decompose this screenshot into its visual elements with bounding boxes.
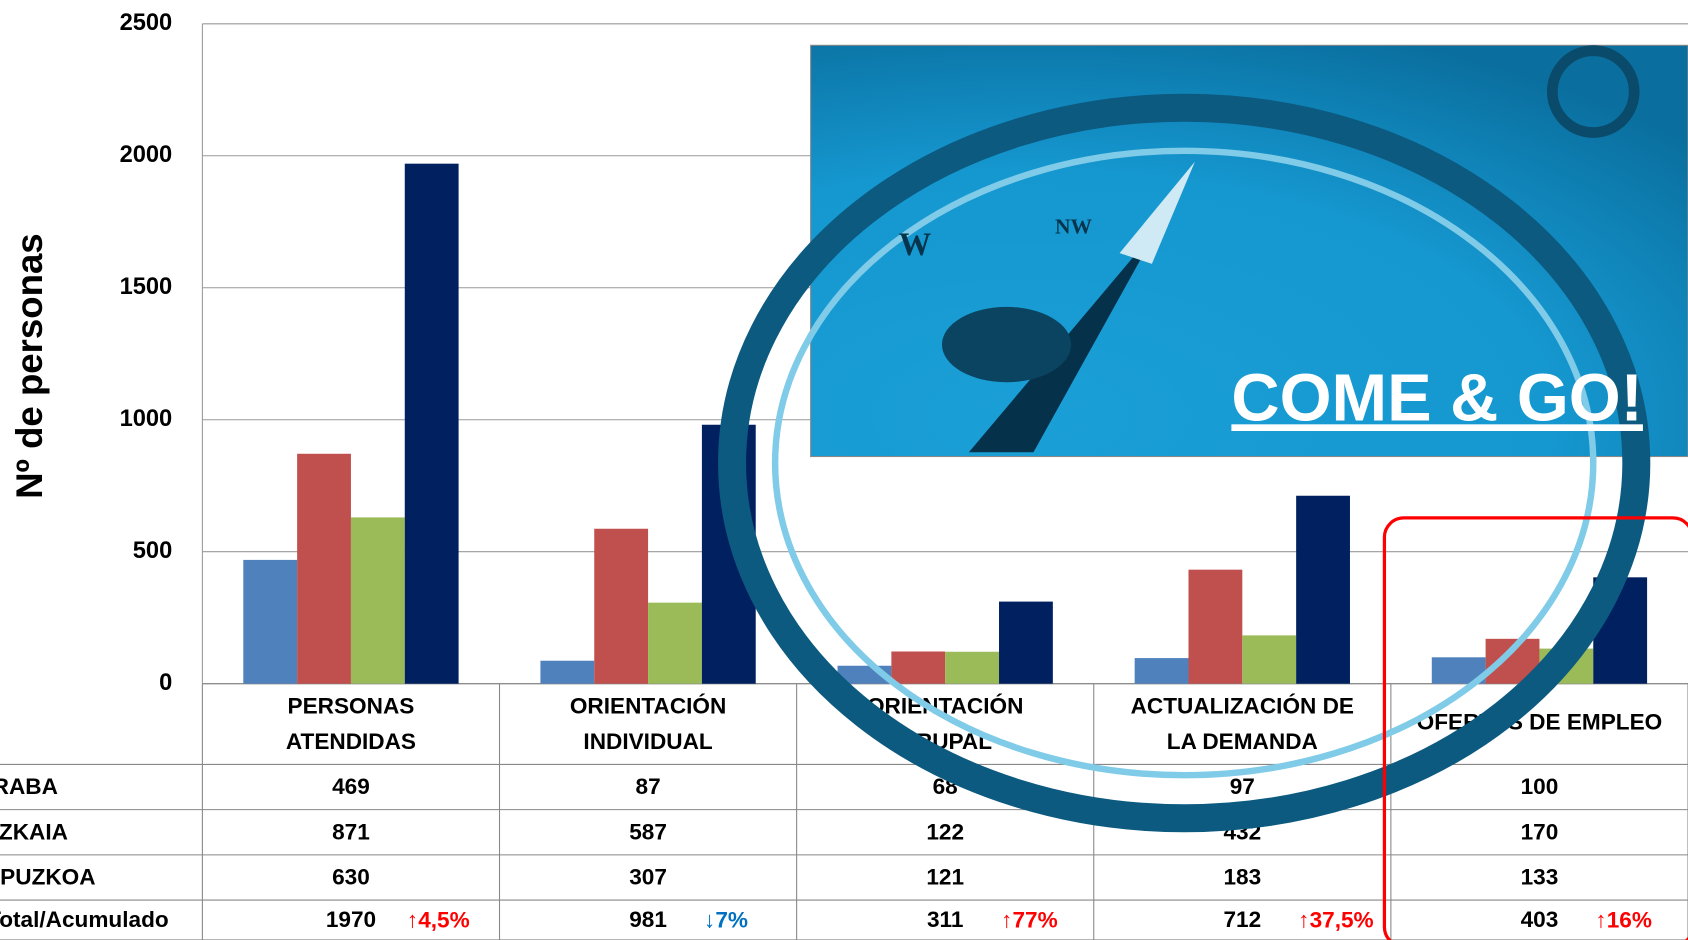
x-tick-label: OFERTAS DE EMPLEO xyxy=(1417,709,1663,734)
table-cell: 170 xyxy=(1521,819,1559,844)
change-label: ↑77% xyxy=(1001,908,1058,933)
table-cell: 133 xyxy=(1521,865,1559,890)
y-tick-label: 2000 xyxy=(120,142,173,168)
bar xyxy=(891,651,946,684)
bar xyxy=(243,559,298,684)
table-cell: 100 xyxy=(1521,774,1559,799)
bar xyxy=(540,660,595,684)
bar xyxy=(594,528,649,684)
svg-text:NW: NW xyxy=(1055,214,1093,238)
y-tick-label: 500 xyxy=(133,538,173,564)
x-tick-label: ACTUALIZACIÓN DE LA DEMANDA xyxy=(1131,693,1354,754)
table-cell: 871 xyxy=(332,819,370,844)
table-cell: 630 xyxy=(332,865,370,890)
y-tick-label: 1000 xyxy=(120,406,173,432)
table-cell: 712 xyxy=(1223,907,1261,932)
bar xyxy=(945,651,1000,684)
table-cell: 97 xyxy=(1230,774,1255,799)
row-label: GIPUZKOA xyxy=(0,865,96,890)
bar xyxy=(1242,635,1297,684)
table-cell: 587 xyxy=(629,819,667,844)
x-tick-label: ORIENTACIÓN INDIVIDUAL xyxy=(570,693,726,754)
y-tick-label: 2500 xyxy=(120,10,173,36)
table-cell: 87 xyxy=(636,774,661,799)
bar xyxy=(1296,495,1350,684)
table-cell: 122 xyxy=(926,819,964,844)
image-caption: COME & GO! xyxy=(1231,361,1643,435)
compass-image: NW W xyxy=(718,44,1688,833)
y-axis-label: Nº de personas xyxy=(9,233,50,499)
bar xyxy=(297,453,351,684)
change-label: ↑37,5% xyxy=(1298,908,1373,933)
change-label: ↑16% xyxy=(1595,908,1652,933)
y-tick-label: 1500 xyxy=(120,274,173,300)
table-cell: 121 xyxy=(926,865,964,890)
table-cell: 183 xyxy=(1223,865,1261,890)
change-label: ↓7% xyxy=(704,908,748,933)
bar xyxy=(404,163,459,684)
svg-text:W: W xyxy=(899,226,931,262)
table-cell: 469 xyxy=(332,774,370,799)
x-tick-label: PERSONAS ATENDIDAS xyxy=(286,693,416,754)
table-cell: 307 xyxy=(629,865,667,890)
row-label: ARABA xyxy=(0,774,58,799)
table-cell: 403 xyxy=(1521,907,1559,932)
row-label: BIZKAIA xyxy=(0,819,68,844)
row-label: Total/Acumulado xyxy=(0,907,169,932)
table-cell: 311 xyxy=(927,907,963,932)
bar xyxy=(1188,569,1243,684)
bar xyxy=(350,517,405,684)
table-cell: 981 xyxy=(629,907,667,932)
bar xyxy=(648,602,702,684)
table-cell: 1970 xyxy=(326,907,376,932)
change-label: ↑4,5% xyxy=(407,908,470,933)
highlight-box xyxy=(1382,516,1688,940)
bar xyxy=(1134,658,1189,684)
bar xyxy=(999,601,1053,684)
y-tick-label: 0 xyxy=(159,670,172,696)
